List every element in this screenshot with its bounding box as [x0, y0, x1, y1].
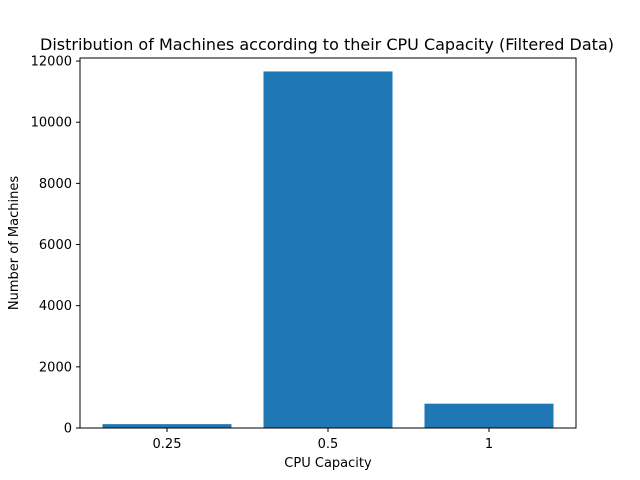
y-tick-label: 12000: [31, 55, 72, 70]
y-tick-label: 0: [64, 422, 72, 437]
y-tick-label: 10000: [31, 116, 72, 131]
y-axis-ticks: 0 2000 4000 6000 8000 10000 12000: [31, 55, 80, 437]
y-axis-label: Number of Machines: [7, 176, 22, 310]
bar-1: [424, 403, 554, 428]
y-tick-label: 6000: [39, 238, 72, 253]
x-axis-label: CPU Capacity: [284, 456, 372, 471]
plot-frame: [79, 57, 577, 429]
y-tick-label: 2000: [39, 360, 72, 375]
x-axis-ticks: 0.25 0.5 1: [153, 428, 493, 452]
bar-0.5: [263, 71, 393, 429]
x-tick-label: 0.5: [318, 437, 339, 452]
bar-0.25: [102, 424, 232, 428]
x-tick-label: 1: [485, 437, 493, 452]
chart-title: Distribution of Machines according to th…: [40, 35, 614, 54]
bars-group: [102, 71, 554, 429]
y-tick-label: 4000: [39, 299, 72, 314]
x-tick-label: 0.25: [153, 437, 182, 452]
y-tick-label: 8000: [39, 177, 72, 192]
